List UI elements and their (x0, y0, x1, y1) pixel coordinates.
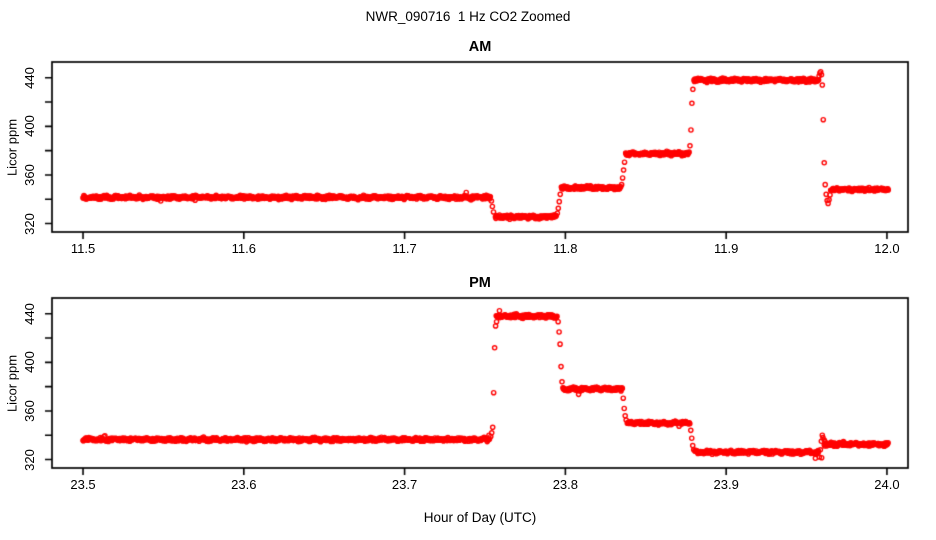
x-axis-label: Hour of Day (UTC) (423, 510, 537, 525)
am-y-axis-label: Licor ppm (4, 118, 20, 177)
y-tick-label: 440 (22, 302, 37, 325)
y-tick-label: 360 (22, 400, 37, 422)
figure-title: NWR_090716 1 Hz CO2 Zoomed (365, 9, 571, 24)
x-tick-label: 23.5 (70, 477, 96, 492)
x-tick-label: 11.7 (392, 241, 417, 256)
x-tick-label: 24.0 (874, 477, 900, 492)
y-tick-label: 360 (22, 164, 37, 186)
x-tick-label: 11.9 (713, 241, 739, 256)
x-tick-label: 11.6 (231, 241, 256, 256)
x-tick-label: 12.0 (874, 241, 900, 256)
x-tick-label: 11.8 (553, 241, 578, 256)
y-tick-label: 400 (22, 351, 37, 374)
y-tick-label: 320 (22, 212, 37, 235)
x-tick-label: 23.6 (231, 477, 257, 492)
x-tick-label: 23.7 (391, 477, 418, 492)
y-tick-label: 400 (22, 115, 37, 138)
pm-panel-title: PM (469, 275, 491, 291)
x-tick-label: 23.9 (713, 477, 739, 492)
x-tick-label: 23.8 (552, 477, 579, 492)
am-panel-title: AM (468, 39, 492, 55)
x-tick-label: 11.5 (70, 241, 96, 256)
pm-y-axis-label: Licor ppm (4, 354, 20, 413)
y-tick-label: 440 (22, 66, 37, 89)
y-tick-label: 320 (22, 448, 37, 471)
